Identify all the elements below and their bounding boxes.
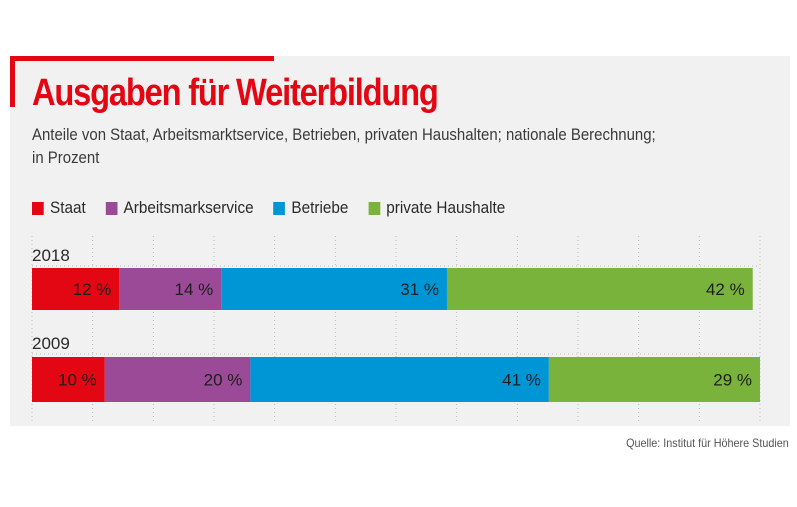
chart-subtitle-line-1: Anteile von Staat, Arbeitsmarktservice, … — [32, 125, 656, 144]
legend-label-staat: Staat — [50, 198, 86, 217]
legend-label-arbeitsmarkservice: Arbeitsmarkservice — [123, 198, 254, 217]
bar-arbeitsmarkservice-2018 — [119, 268, 222, 310]
bar-arbeitsmarkservice-2009 — [104, 357, 251, 402]
legend-swatch-private_haushalte — [368, 201, 380, 215]
bar-label-private_haushalte-2009: 29 % — [713, 371, 752, 390]
source-note: Quelle: Institut für Höhere Studien — [626, 436, 789, 450]
bar-label-arbeitsmarkservice-2018: 14 % — [175, 280, 214, 299]
bar-staat-2018 — [32, 268, 120, 310]
bar-private_haushalte-2009 — [548, 357, 760, 402]
bar-label-arbeitsmarkservice-2009: 20 % — [204, 371, 243, 390]
bar-private_haushalte-2018 — [446, 268, 753, 310]
legend: Staat Arbeitsmarkservice Betriebe private H… — [32, 198, 525, 218]
bar-label-betriebe-2018: 31 % — [400, 280, 439, 299]
legend-item-arbeitsmarkservice: Arbeitsmarkservice — [105, 198, 254, 218]
chart-subtitle-line-2: in Prozent — [32, 148, 100, 167]
bar-betriebe-2018 — [221, 268, 447, 310]
bar-label-private_haushalte-2018: 42 % — [706, 280, 745, 299]
year-label-2009: 2009 — [32, 334, 70, 353]
chart-title: Ausgaben für Weiterbildung — [32, 72, 439, 114]
legend-item-betriebe: Betriebe — [273, 198, 348, 218]
legend-swatch-staat — [32, 201, 44, 215]
legend-swatch-betriebe — [273, 201, 286, 215]
legend-item-staat: Staat — [32, 198, 86, 218]
accent-bar-top — [10, 56, 274, 61]
bar-label-betriebe-2009: 41 % — [502, 371, 541, 390]
bar-betriebe-2009 — [250, 357, 549, 402]
bar-staat-2009 — [32, 357, 105, 402]
legend-item-private_haushalte: private Haushalte — [368, 198, 505, 218]
accent-bar-left — [10, 56, 15, 107]
legend-label-betriebe: Betriebe — [291, 198, 349, 217]
bar-label-staat-2009: 10 % — [58, 371, 97, 390]
bar-label-staat-2018: 12 % — [73, 280, 112, 299]
legend-label-private_haushalte: private Haushalte — [386, 198, 506, 217]
legend-swatch-arbeitsmarkservice — [105, 201, 118, 215]
year-label-2018: 2018 — [32, 246, 70, 265]
